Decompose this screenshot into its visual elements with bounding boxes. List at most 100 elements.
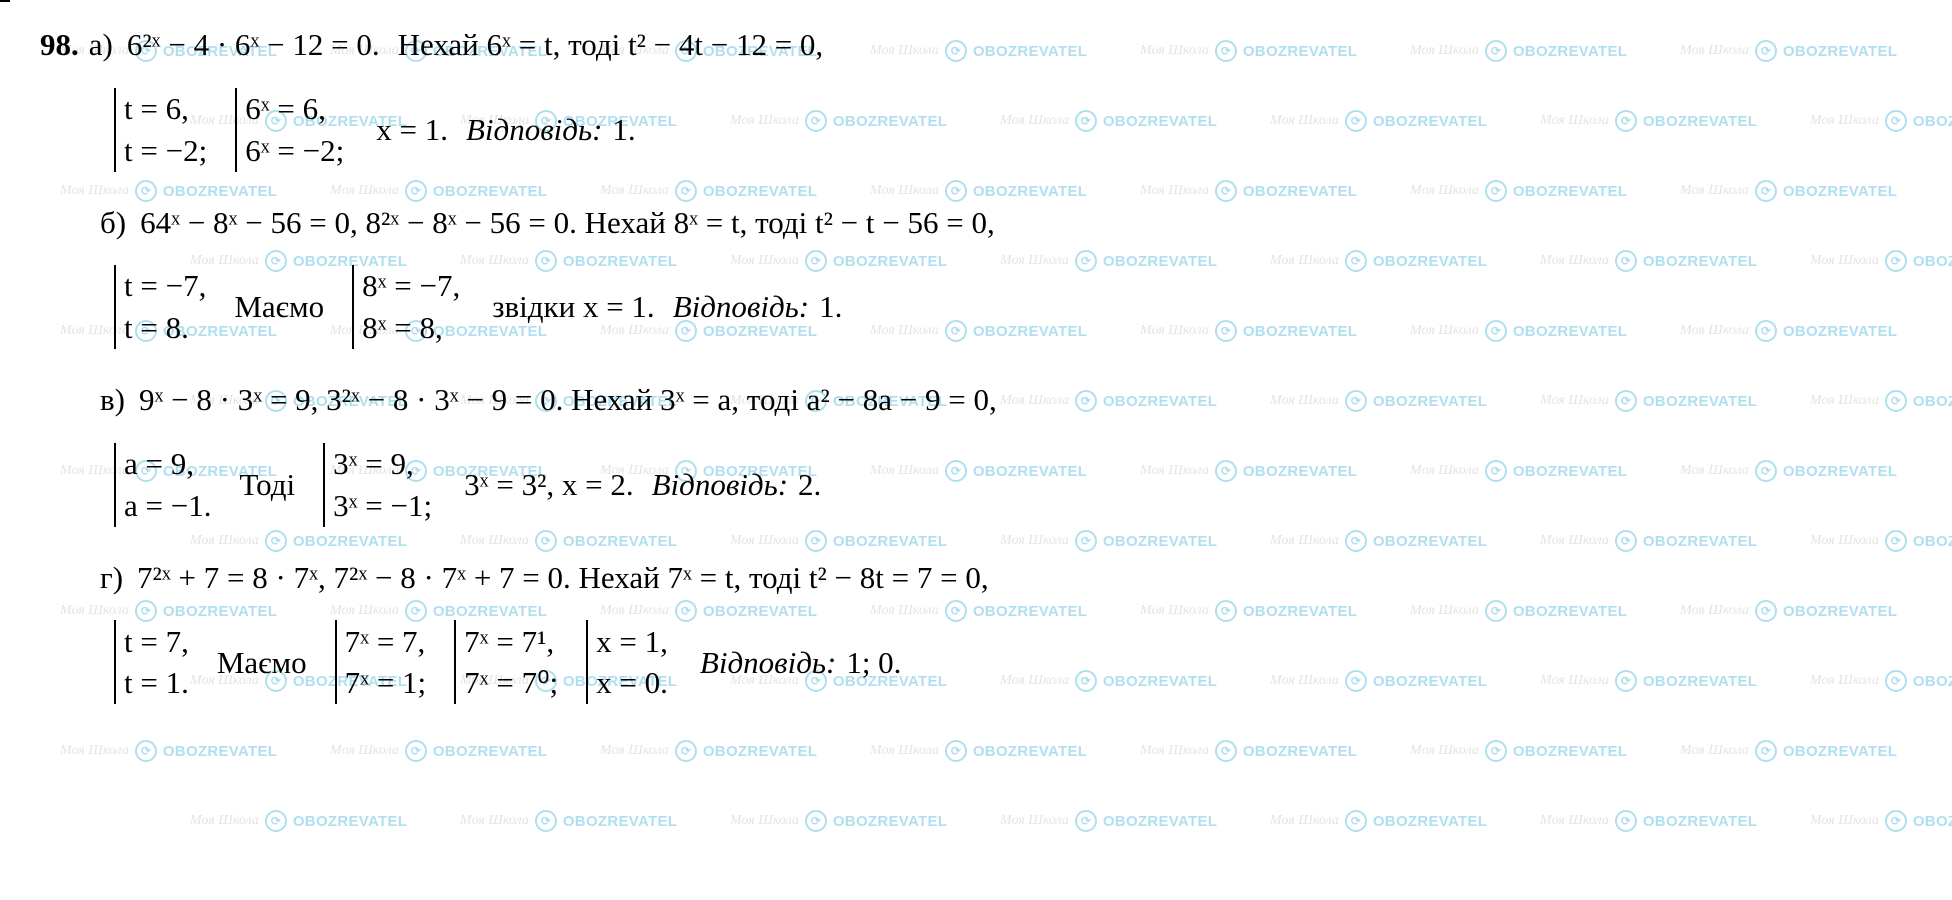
watermark-script: Моя Школа bbox=[1410, 743, 1479, 759]
part-c-label: в) bbox=[100, 375, 125, 425]
d-7b: 7ˣ = 1; bbox=[345, 662, 427, 704]
watermark: Моя Школа ⟳ OBOZREVATEL bbox=[1410, 740, 1627, 762]
part-d-line1: г) 7²ˣ + 7 = 8 · 7ˣ, 7²ˣ − 8 · 7ˣ + 7 = … bbox=[40, 553, 1912, 603]
watermark-circle-icon: ⟳ bbox=[1075, 810, 1097, 832]
bracket-icon: t = 6, t = −2; bbox=[114, 88, 207, 172]
watermark-script: Моя Школа bbox=[1270, 813, 1339, 829]
c-a1: a = 9, bbox=[124, 443, 211, 485]
a-t2: t = −2; bbox=[124, 130, 207, 172]
watermark-brand: OBOZREVATEL bbox=[1513, 743, 1627, 760]
watermark-circle-icon: ⟳ bbox=[1345, 810, 1367, 832]
c-ans-label: Відповідь: bbox=[652, 460, 788, 510]
watermark-script: Моя Школа bbox=[600, 743, 669, 759]
b-ans-label: Відповідь: bbox=[673, 282, 809, 332]
d-x2: x = 0. bbox=[596, 662, 668, 704]
watermark-brand: OBOZREVATEL bbox=[1643, 813, 1757, 830]
watermark: Моя Школа⟳OBOZREVATEL bbox=[190, 810, 407, 832]
part-a-eq: 6²ˣ − 4 · 6ˣ − 12 = 0. bbox=[127, 20, 380, 70]
part-d-eq: 7²ˣ + 7 = 8 · 7ˣ, 7²ˣ − 8 · 7ˣ + 7 = 0. … bbox=[137, 553, 989, 603]
d-x1: x = 1, bbox=[596, 621, 668, 663]
watermark: Моя Школа⟳OBOZREVATEL bbox=[1680, 740, 1897, 762]
bracket-icon: t = 7, t = 1. bbox=[114, 620, 189, 704]
watermark-circle-icon: ⟳ bbox=[135, 740, 157, 762]
part-a-line1: 98. а) 6²ˣ − 4 · 6ˣ − 12 = 0. Нехай 6ˣ =… bbox=[40, 20, 1912, 70]
b-word: Маємо bbox=[234, 282, 324, 332]
watermark-script: Моя Школа bbox=[1000, 813, 1069, 829]
b-t1: t = −7, bbox=[124, 265, 206, 307]
bracket-icon: 7ˣ = 7¹, 7ˣ = 7⁰; bbox=[454, 620, 558, 704]
watermark-brand: OBOZREVATEL bbox=[433, 743, 547, 760]
watermark-script: Моя Школа bbox=[1140, 743, 1209, 759]
d-word: Маємо bbox=[217, 638, 307, 688]
c-ans-val: 2. bbox=[798, 460, 821, 510]
bracket-icon: t = −7, t = 8. bbox=[114, 265, 206, 349]
watermark-circle-icon: ⟳ bbox=[1485, 740, 1507, 762]
watermark: Моя Школа⟳OBOZREVATEL bbox=[1540, 810, 1757, 832]
bracket-icon: a = 9, a = −1. bbox=[114, 443, 211, 527]
part-b-line1: б) 64ˣ − 8ˣ − 56 = 0, 8²ˣ − 8ˣ − 56 = 0.… bbox=[40, 198, 1912, 248]
c-3a: 3ˣ = 9, bbox=[333, 443, 432, 485]
watermark-circle-icon: ⟳ bbox=[805, 810, 827, 832]
watermark-brand: OBOZREVATEL bbox=[703, 743, 817, 760]
watermark-brand: OBOZREVATEL bbox=[163, 743, 277, 760]
watermark: Моя Школа⟳OBOZREVATEL bbox=[730, 810, 947, 832]
b-t2: t = 8. bbox=[124, 307, 206, 349]
watermark-circle-icon: ⟳ bbox=[1885, 810, 1907, 832]
c-a2: a = −1. bbox=[124, 485, 211, 527]
watermark-script: Моя Школа bbox=[1810, 813, 1879, 829]
watermark-circle-icon: ⟳ bbox=[945, 740, 967, 762]
watermark-script: Моя Школа bbox=[190, 813, 259, 829]
watermark: Моя Школа ⟳ OBOZREVATEL bbox=[60, 740, 277, 762]
watermark-brand: OBOZREVATEL bbox=[1913, 813, 1952, 830]
part-a-sub: Нехай 6ˣ = t, тоді t² − 4t − 12 = 0, bbox=[398, 20, 824, 70]
part-c-cases: a = 9, a = −1. Тоді 3ˣ = 9, 3ˣ = −1; 3ˣ … bbox=[100, 443, 1912, 527]
watermark-circle-icon: ⟳ bbox=[535, 810, 557, 832]
d-e1: 7ˣ = 7¹, bbox=[464, 621, 558, 663]
watermark-circle-icon: ⟳ bbox=[1755, 740, 1777, 762]
part-b-label: б) bbox=[100, 198, 126, 248]
watermark-brand: OBOZREVATEL bbox=[1243, 743, 1357, 760]
watermark-script: Моя Школа bbox=[330, 743, 399, 759]
part-d-label: г) bbox=[100, 553, 123, 603]
d-t2: t = 1. bbox=[124, 662, 189, 704]
watermark-brand: OBOZREVATEL bbox=[1783, 743, 1897, 760]
bracket-icon: 3ˣ = 9, 3ˣ = −1; bbox=[323, 443, 432, 527]
bracket-icon: 7ˣ = 7, 7ˣ = 1; bbox=[335, 620, 427, 704]
watermark-brand: OBOZREVATEL bbox=[1103, 813, 1217, 830]
watermark-circle-icon: ⟳ bbox=[405, 740, 427, 762]
a-t1: t = 6, bbox=[124, 88, 207, 130]
part-c-eq: 9ˣ − 8 · 3ˣ = 9, 3²ˣ − 8 · 3ˣ − 9 = 0. Н… bbox=[139, 375, 997, 425]
b-8a: 8ˣ = −7, bbox=[362, 265, 460, 307]
watermark-brand: OBOZREVATEL bbox=[293, 813, 407, 830]
part-c-line1: в) 9ˣ − 8 · 3ˣ = 9, 3²ˣ − 8 · 3ˣ − 9 = 0… bbox=[40, 375, 1912, 425]
part-b-cases: t = −7, t = 8. Маємо 8ˣ = −7, 8ˣ = 8, зв… bbox=[100, 265, 1912, 349]
a-6a: 6ˣ = 6, bbox=[245, 88, 344, 130]
watermark-script: Моя Школа bbox=[60, 743, 129, 759]
watermark: Моя Школа ⟳ OBOZREVATEL bbox=[600, 740, 817, 762]
watermark: Моя Школа ⟳ OBOZREVATEL bbox=[460, 810, 677, 832]
watermark: Моя Школа⟳OBOZREVATEL bbox=[1270, 810, 1487, 832]
d-t1: t = 7, bbox=[124, 621, 189, 663]
watermark-brand: OBOZREVATEL bbox=[563, 813, 677, 830]
a-ans-val: 1. bbox=[612, 105, 635, 155]
watermark: Моя Школа ⟳ OBOZREVATEL bbox=[1810, 810, 1952, 832]
a-sol: x = 1. bbox=[376, 105, 448, 155]
watermark-script: Моя Школа bbox=[460, 813, 529, 829]
c-sol: 3ˣ = 3², x = 2. bbox=[464, 460, 633, 510]
watermark-circle-icon: ⟳ bbox=[675, 740, 697, 762]
part-a-label: а) bbox=[89, 20, 113, 70]
d-e2: 7ˣ = 7⁰; bbox=[464, 662, 558, 704]
math-document: 98. а) 6²ˣ − 4 · 6ˣ − 12 = 0. Нехай 6ˣ =… bbox=[0, 0, 1952, 742]
bracket-icon: 8ˣ = −7, 8ˣ = 8, bbox=[352, 265, 460, 349]
watermark: Моя Школа ⟳ OBOZREVATEL bbox=[330, 740, 547, 762]
watermark-circle-icon: ⟳ bbox=[1615, 810, 1637, 832]
d-ans-label: Відповідь: bbox=[700, 638, 836, 688]
b-8b: 8ˣ = 8, bbox=[362, 307, 460, 349]
watermark-brand: OBOZREVATEL bbox=[973, 743, 1087, 760]
watermark: Моя Школа ⟳ OBOZREVATEL bbox=[870, 740, 1087, 762]
watermark: Моя Школа ⟳ OBOZREVATEL bbox=[1000, 810, 1217, 832]
watermark-script: Моя Школа bbox=[870, 743, 939, 759]
bracket-icon: x = 1, x = 0. bbox=[586, 620, 668, 704]
d-7a: 7ˣ = 7, bbox=[345, 621, 427, 663]
part-b-eq: 64ˣ − 8ˣ − 56 = 0, 8²ˣ − 8ˣ − 56 = 0. Не… bbox=[140, 198, 995, 248]
